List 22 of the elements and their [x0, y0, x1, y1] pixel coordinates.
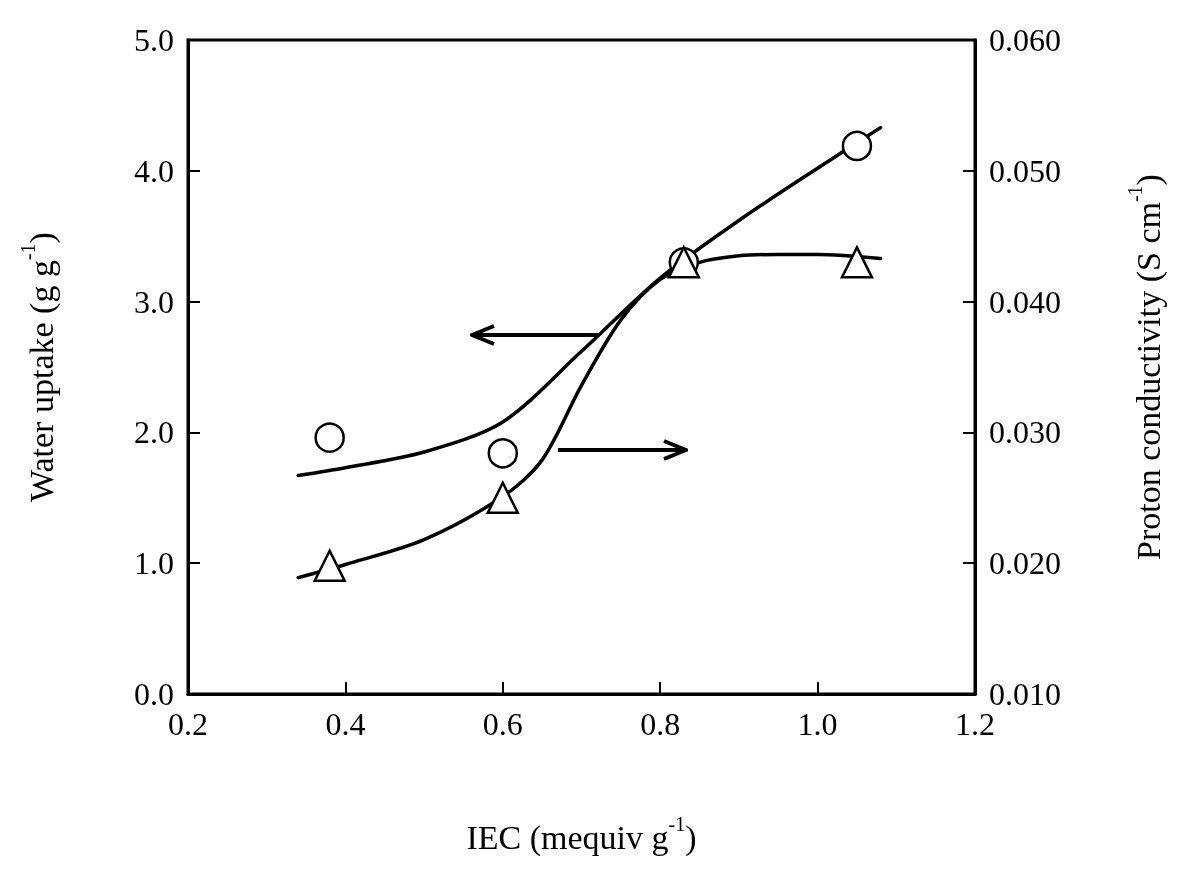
y-tick-label: 3.0 [134, 283, 174, 320]
x-tick-label: 1.0 [797, 706, 838, 742]
y2-tick-label: 0.050 [989, 152, 1061, 189]
point [840, 246, 874, 279]
point [487, 438, 519, 469]
y-tick-label: 1.0 [134, 545, 174, 582]
y-tick-label: 2.0 [134, 414, 174, 451]
y-axis-title: Water uptake (g g-1) [17, 232, 61, 502]
point [313, 549, 346, 583]
point [314, 422, 345, 453]
y2-tick-label: 0.040 [989, 283, 1061, 320]
y2-tick-label: 0.020 [989, 545, 1061, 582]
x-tick-label: 0.8 [640, 706, 681, 742]
x-tick-label: 0.6 [482, 706, 523, 742]
point [841, 130, 873, 162]
y2-axis-title: Proton conductivity (S cm-1) [1124, 174, 1168, 560]
y-tick-label: 4.0 [134, 152, 174, 189]
y-tick-label: 5.0 [134, 22, 174, 58]
x-tick-label: 0.4 [325, 706, 366, 742]
y2-tick-label: 0.060 [989, 22, 1061, 58]
y2-tick-label: 0.030 [989, 414, 1061, 451]
point [486, 481, 520, 515]
